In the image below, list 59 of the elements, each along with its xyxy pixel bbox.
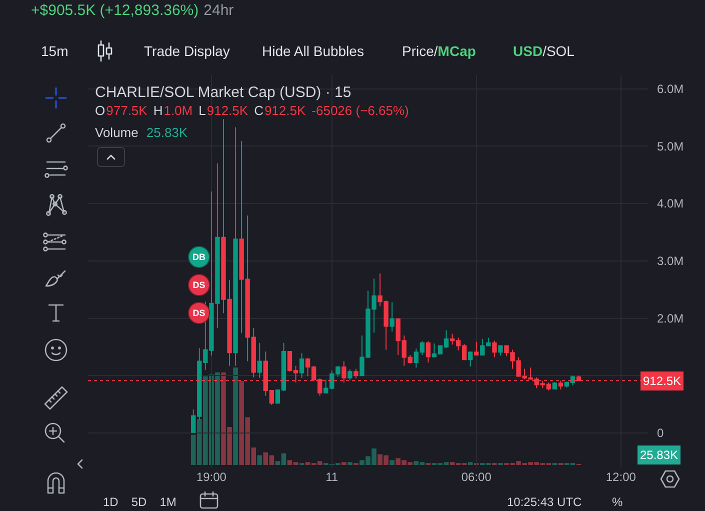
text: 10:25:43 UTC bbox=[507, 494, 582, 509]
text: MCap bbox=[438, 42, 476, 59]
x-tick-label: 12:00 bbox=[606, 470, 636, 484]
chart-title: Volume bbox=[95, 125, 138, 140]
x-tick-label: 06:00 bbox=[461, 470, 492, 484]
trade-badge: DS bbox=[188, 302, 210, 324]
annotation: 977.5K bbox=[106, 103, 148, 118]
x-tick-label: 11 bbox=[326, 470, 338, 484]
annotation: 1.0M bbox=[164, 103, 193, 118]
annotation: -65026 (−6.65%) bbox=[312, 103, 409, 118]
text: /SOL bbox=[542, 42, 574, 59]
candlestick bbox=[390, 302, 394, 332]
annotation: 25.83K bbox=[640, 448, 678, 462]
candlestick bbox=[468, 351, 473, 367]
annotation: H bbox=[153, 103, 163, 118]
candlestick bbox=[498, 344, 503, 356]
text: Trade Display bbox=[144, 42, 230, 59]
y-tick-label: 6.0M bbox=[657, 82, 684, 96]
annotation: C bbox=[254, 103, 264, 118]
candlestick bbox=[233, 126, 238, 366]
y-tick-label: 5.0M bbox=[657, 139, 684, 154]
bar bbox=[348, 462, 352, 465]
text: CHARLIE/SOL Market Cap (USD) · 15 bbox=[95, 84, 352, 100]
candlestick bbox=[354, 368, 358, 379]
annotation: 25.83K bbox=[146, 125, 188, 140]
y-tick-label: 3.0M bbox=[657, 254, 684, 268]
ref-line-label: 912.5K bbox=[643, 374, 682, 388]
bar bbox=[233, 368, 238, 465]
trade-badge: DB bbox=[188, 246, 210, 268]
text: 15m bbox=[41, 42, 68, 59]
trade-badge: DS bbox=[188, 274, 210, 296]
text: Hide All Bubbles bbox=[262, 42, 364, 59]
x-tick-label: 19:00 bbox=[196, 470, 227, 484]
text: 1D bbox=[103, 494, 118, 509]
text: USD bbox=[513, 42, 543, 59]
bar bbox=[468, 462, 473, 465]
candlestick bbox=[492, 340, 497, 358]
annotation: L bbox=[198, 103, 206, 118]
bar bbox=[342, 462, 346, 465]
text: 1M bbox=[160, 494, 176, 509]
candlestick bbox=[299, 352, 304, 378]
candlestick bbox=[474, 341, 479, 356]
candlestick bbox=[552, 381, 558, 390]
bar bbox=[257, 455, 262, 465]
candlestick bbox=[426, 340, 431, 363]
y-tick-label: 4.0M bbox=[657, 196, 684, 211]
annotation: 912.5K bbox=[264, 103, 306, 118]
annotation: O bbox=[95, 103, 106, 118]
annotation: 912.5K bbox=[206, 103, 248, 118]
text: Price/ bbox=[402, 42, 438, 59]
y-tick-label: 0 bbox=[657, 426, 664, 440]
candlestick bbox=[348, 368, 352, 381]
text: +$905.5K (+12,893.36%) bbox=[31, 2, 199, 18]
bar bbox=[390, 460, 394, 465]
text: 5D bbox=[131, 494, 147, 509]
candlestick bbox=[257, 342, 262, 378]
y-tick-label: 2.0M bbox=[657, 311, 684, 326]
text: 24hr bbox=[204, 2, 234, 18]
text: % bbox=[612, 494, 623, 509]
